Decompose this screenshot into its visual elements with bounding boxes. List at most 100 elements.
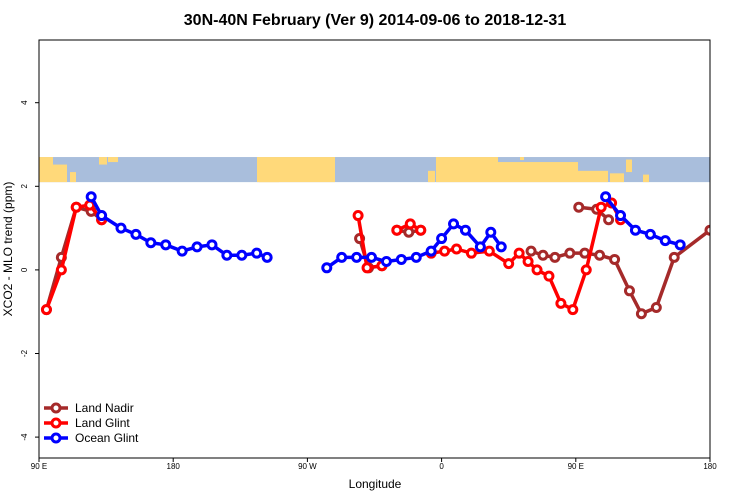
- series-2-point-1-13: [495, 241, 507, 253]
- series-2-point-0-3: [130, 228, 142, 240]
- series-2: [85, 191, 686, 274]
- series-1-point-3-2: [451, 243, 463, 255]
- map-land-5: [257, 157, 335, 183]
- series-2-point-0-11: [251, 247, 263, 259]
- series-2-point-0-2: [115, 222, 127, 234]
- series-2-point-0-6: [176, 245, 188, 257]
- map-land-4: [108, 157, 118, 163]
- series-1-point-2-2: [415, 224, 427, 236]
- map-land-7: [428, 170, 435, 183]
- series-0-point-3-1: [537, 249, 549, 261]
- legend-marker-0: [50, 402, 62, 414]
- series-0-point-3-11: [704, 224, 710, 236]
- y-tick-label-3: 2: [20, 184, 29, 189]
- map-land-10: [578, 170, 608, 183]
- series-1-point-3-13: [595, 201, 607, 213]
- legend-label-0: Land Nadir: [75, 401, 134, 415]
- map-land-14: [520, 157, 524, 161]
- chart-title: 30N-40N February (Ver 9) 2014-09-06 to 2…: [184, 12, 567, 29]
- series-1-line-0: [44, 203, 103, 311]
- series-2-point-0-7: [191, 241, 203, 253]
- map-ocean: [39, 157, 710, 183]
- series-2-point-2-0: [600, 191, 612, 203]
- series-0-point-3-6: [609, 253, 621, 265]
- x-tick-label-1: 180: [167, 462, 181, 471]
- y-tick-label-4: 4: [20, 100, 29, 105]
- series-2-point-1-3: [366, 251, 378, 263]
- series-0-point-4-2: [603, 214, 615, 226]
- series-0-point-4-0: [573, 201, 585, 213]
- series-2-point-1-0: [321, 262, 333, 274]
- map-land-11: [610, 173, 624, 183]
- series-1-point-3-4: [483, 245, 495, 257]
- map-land-8: [436, 157, 498, 183]
- series-1-line-3: [430, 201, 623, 312]
- series-1-point-3-6: [513, 247, 525, 259]
- series-0-point-2-1: [403, 226, 415, 238]
- series-1-point-3-8: [531, 264, 543, 276]
- series-2-point-1-1: [336, 251, 348, 263]
- map-land-1: [53, 164, 67, 183]
- y-tick-label-0: -4: [20, 433, 29, 441]
- series-1-point-3-11: [567, 304, 579, 316]
- plot-frame: [38, 39, 711, 459]
- series-1-point-1-1: [361, 262, 373, 274]
- x-tick-label-0: 90 E: [31, 462, 47, 471]
- series-2-point-0-12: [261, 251, 273, 263]
- series-0-point-3-3: [564, 247, 576, 259]
- series-2-point-1-6: [410, 251, 422, 263]
- x-tick-label-5: 180: [703, 462, 717, 471]
- legend-label-1: Land Glint: [75, 416, 130, 430]
- series-2-point-1-11: [474, 241, 486, 253]
- series-1-point-3-3: [465, 247, 477, 259]
- series-1-point-3-1: [439, 245, 451, 257]
- series-1-point-0-1: [55, 264, 67, 276]
- legend-label-2: Ocean Glint: [75, 431, 139, 445]
- series-1-point-2-0: [391, 224, 403, 236]
- series-1-point-0-0: [40, 304, 52, 316]
- series-2-point-0-10: [236, 249, 248, 261]
- series-1-point-3-5: [503, 258, 515, 270]
- series-2-point-1-9: [448, 218, 460, 230]
- series-2-point-0-1: [96, 210, 108, 222]
- series-1-point-3-10: [555, 297, 567, 309]
- series-2-point-0-8: [206, 239, 218, 251]
- legend-marker-2: [50, 432, 62, 444]
- series-2-point-1-7: [425, 245, 437, 257]
- series-2-point-1-4: [380, 256, 392, 268]
- series-2-point-0-0: [85, 191, 97, 203]
- series-2-point-1-12: [485, 226, 497, 238]
- series-2-point-1-8: [436, 233, 448, 245]
- map-land-2: [70, 172, 76, 183]
- series-2-point-2-1: [615, 210, 627, 222]
- x-tick-label-3: 0: [439, 462, 444, 471]
- map-land-6: [259, 179, 279, 183]
- series-2-point-2-5: [674, 239, 686, 251]
- series-2-point-0-4: [145, 237, 157, 249]
- series-0-point-3-9: [650, 302, 662, 314]
- x-tick-label-2: 90 W: [298, 462, 317, 471]
- series-0-point-3-0: [525, 245, 537, 257]
- series-2-point-0-9: [221, 249, 233, 261]
- series-0-point-3-7: [623, 285, 635, 297]
- map-land-3: [99, 157, 107, 165]
- legend-marker-1: [50, 417, 62, 429]
- series-layer: [40, 191, 710, 320]
- y-axis-label: XCO2 - MLO trend (ppm): [1, 182, 15, 317]
- series-1-point-1-0: [352, 210, 364, 222]
- world-map-band: [39, 157, 710, 183]
- series-0-point-3-5: [594, 249, 606, 261]
- series-1-point-2-1: [404, 218, 416, 230]
- x-tick-label-4: 90 E: [568, 462, 584, 471]
- x-axis: 90 E 180 90 W 0 90 E 180: [31, 458, 717, 471]
- map-land-0: [39, 157, 53, 183]
- series-1-point-0-2: [70, 201, 82, 213]
- series-0-point-3-10: [668, 251, 680, 263]
- series-0-point-3-8: [635, 308, 647, 320]
- map-land-12: [626, 159, 632, 173]
- map-land-13: [643, 174, 649, 183]
- series-2-point-0-5: [160, 239, 172, 251]
- y-tick-label-1: -2: [20, 349, 29, 357]
